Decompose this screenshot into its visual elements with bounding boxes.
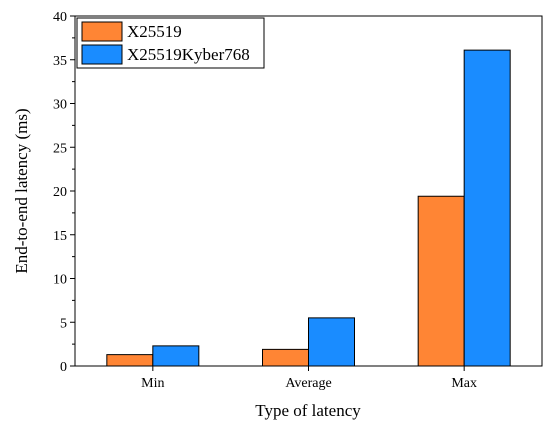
legend-swatch-x25519 — [81, 21, 123, 42]
x-tick-label: Max — [451, 376, 477, 391]
y-tick-label: 15 — [53, 229, 67, 244]
y-tick-label: 30 — [53, 98, 67, 113]
legend-label-x25519kyber768: X25519Kyber768 — [127, 45, 250, 64]
y-tick-label: 35 — [53, 54, 67, 69]
y-tick-label: 0 — [60, 360, 67, 375]
y-tick-label: 10 — [53, 273, 67, 288]
bar-x25519kyber768-max — [463, 49, 511, 367]
bars-layer — [106, 49, 511, 367]
legend: X25519 X25519Kyber768 — [76, 17, 265, 69]
bar-x25519-max — [417, 195, 465, 367]
legend-swatch-x25519kyber768 — [81, 44, 123, 65]
axes-layer: Min Average Max 0 5 10 15 20 25 30 35 40 — [53, 10, 477, 391]
bar-x25519-min — [106, 354, 154, 367]
y-axis-title: End-to-end latency (ms) — [12, 108, 31, 273]
bar-x25519kyber768-min — [152, 345, 200, 367]
x-tick-label: Average — [285, 376, 331, 391]
x-axis-title: Type of latency — [255, 401, 361, 420]
y-tick-label: 20 — [53, 185, 67, 200]
legend-label-x25519: X25519 — [127, 22, 182, 41]
y-tick-label: 25 — [53, 141, 67, 156]
y-tick-label: 5 — [60, 316, 67, 331]
x-tick-label: Min — [141, 376, 164, 391]
bar-x25519kyber768-average — [308, 317, 355, 367]
y-tick-label: 40 — [53, 10, 67, 25]
bar-x25519-average — [262, 348, 309, 367]
